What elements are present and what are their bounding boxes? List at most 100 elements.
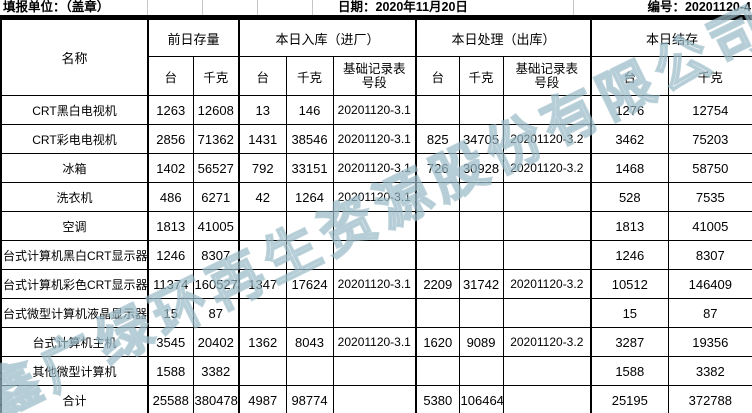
row-name: 台式计算机彩色CRT显示器 xyxy=(0,269,149,299)
table-row: 空调 1813 41005 1813 41005 xyxy=(0,211,752,241)
cell-record: 20201120-3.1 xyxy=(332,327,417,357)
cell-value: 1276 xyxy=(590,95,669,125)
header-group-previous-stock: 前日存量 xyxy=(146,18,240,57)
table-row: 台式计算机彩色CRT显示器 11374 160527 1347 17624 20… xyxy=(0,269,752,299)
cell-value xyxy=(285,211,334,241)
cell-value: 106464 xyxy=(458,385,504,413)
cell-record xyxy=(502,356,592,386)
row-name: 台式计算机主机 xyxy=(0,327,149,357)
cell-value: 31742 xyxy=(458,269,504,299)
table-row: 其他微型计算机 1588 3382 1588 3382 xyxy=(0,356,752,386)
header-kg: 千克 xyxy=(285,56,334,96)
cell-value: 1264 xyxy=(285,182,334,212)
cell-value xyxy=(415,356,460,386)
row-name: 合计 xyxy=(0,385,149,413)
cell-value xyxy=(415,182,460,212)
cell-value xyxy=(238,356,287,386)
header-group-balance-today: 本日结存 xyxy=(590,18,752,57)
table-row: 台式计算机主机 3545 20402 1362 8043 20201120-3.… xyxy=(0,327,752,357)
cell-value: 8043 xyxy=(285,327,334,357)
cell-value: 1620 xyxy=(415,327,460,357)
cell-value: 1468 xyxy=(590,153,669,183)
header-record-range: 基础记录表号段 xyxy=(332,56,417,96)
table-row: CRT黑白电视机 1263 12608 13 146 20201120-3.1 … xyxy=(0,95,752,125)
cell-value: 8307 xyxy=(667,240,752,270)
table-row: CRT彩电电视机 2856 71362 1431 38546 20201120-… xyxy=(0,124,752,154)
cell-value xyxy=(238,298,287,328)
header-units: 台 xyxy=(415,56,460,96)
cell-record xyxy=(502,211,592,241)
cell-value: 33151 xyxy=(285,153,334,183)
cell-value: 146409 xyxy=(667,269,752,299)
cell-value xyxy=(238,211,287,241)
report-unit-label: 填报单位：（盖章） xyxy=(3,0,110,14)
cell-value: 3545 xyxy=(147,327,194,357)
cell-value: 12608 xyxy=(192,95,240,125)
cell-value: 1362 xyxy=(238,327,287,357)
cell-value: 25195 xyxy=(590,385,669,413)
cell-value: 1813 xyxy=(147,211,194,241)
cell-record xyxy=(502,182,592,212)
row-name: 台式微型计算机液晶显示器 xyxy=(0,298,149,328)
cell-record: 20201120-3.2 xyxy=(502,269,592,299)
cell-value: 4987 xyxy=(238,385,287,413)
cell-value: 9089 xyxy=(458,327,504,357)
serial-number-label: 编号：20201120-4 xyxy=(647,0,751,14)
cell-value: 726 xyxy=(415,153,460,183)
cell-value: 380478 xyxy=(192,385,240,413)
topbar-gridline xyxy=(312,0,313,15)
cell-record xyxy=(502,385,592,413)
cell-value xyxy=(415,95,460,125)
row-name: 空调 xyxy=(0,211,149,241)
cell-value: 825 xyxy=(415,124,460,154)
cell-value xyxy=(458,240,504,270)
cell-value: 34705 xyxy=(458,124,504,154)
header-group-inbound-today: 本日入库（进厂） xyxy=(238,18,417,57)
topbar-gridline xyxy=(202,0,203,15)
table-row: 洗衣机 486 6271 42 1264 20201120-3.1 528 75… xyxy=(0,182,752,212)
cell-value xyxy=(285,240,334,270)
cell-value xyxy=(285,298,334,328)
cell-value: 792 xyxy=(238,153,287,183)
cell-value: 1402 xyxy=(147,153,194,183)
header-kg: 千克 xyxy=(192,56,240,96)
inventory-table: 名称 前日存量 本日入库（进厂） 本日处理（出库） 本日结存 台 千克 台 千克… xyxy=(0,18,752,413)
cell-value: 19356 xyxy=(667,327,752,357)
cell-value: 56527 xyxy=(192,153,240,183)
cell-value: 146 xyxy=(285,95,334,125)
topbar-gridline xyxy=(573,0,574,15)
cell-value xyxy=(458,211,504,241)
cell-value: 486 xyxy=(147,182,194,212)
cell-value: 2209 xyxy=(415,269,460,299)
header-kg: 千克 xyxy=(667,56,752,96)
cell-value: 87 xyxy=(192,298,240,328)
cell-value: 20402 xyxy=(192,327,240,357)
cell-value: 1246 xyxy=(590,240,669,270)
cell-value: 42 xyxy=(238,182,287,212)
cell-record: 20201120-3.1 xyxy=(332,269,417,299)
topbar-gridline xyxy=(257,0,258,15)
cell-value: 11374 xyxy=(147,269,194,299)
cell-value: 30928 xyxy=(458,153,504,183)
cell-value: 12754 xyxy=(667,95,752,125)
topbar: 填报单位：（盖章） 日期：2020年11月20日 编号：20201120-4 xyxy=(0,0,752,18)
cell-record xyxy=(332,385,417,413)
cell-value: 8307 xyxy=(192,240,240,270)
cell-value: 3382 xyxy=(192,356,240,386)
row-name: CRT彩电电视机 xyxy=(0,124,149,154)
cell-value: 75203 xyxy=(667,124,752,154)
cell-value: 528 xyxy=(590,182,669,212)
table-row: 冰箱 1402 56527 792 33151 20201120-3.1 726… xyxy=(0,153,752,183)
cell-value: 41005 xyxy=(667,211,752,241)
header-units: 台 xyxy=(238,56,287,96)
cell-value xyxy=(458,356,504,386)
cell-value xyxy=(415,298,460,328)
cell-record: 20201120-3.1 xyxy=(332,95,417,125)
cell-value: 3382 xyxy=(667,356,752,386)
cell-value: 3462 xyxy=(590,124,669,154)
row-name: 台式计算机黑白CRT显示器 xyxy=(0,240,149,270)
header-units: 台 xyxy=(590,56,669,96)
cell-value: 38546 xyxy=(285,124,334,154)
cell-value xyxy=(285,356,334,386)
cell-value: 71362 xyxy=(192,124,240,154)
